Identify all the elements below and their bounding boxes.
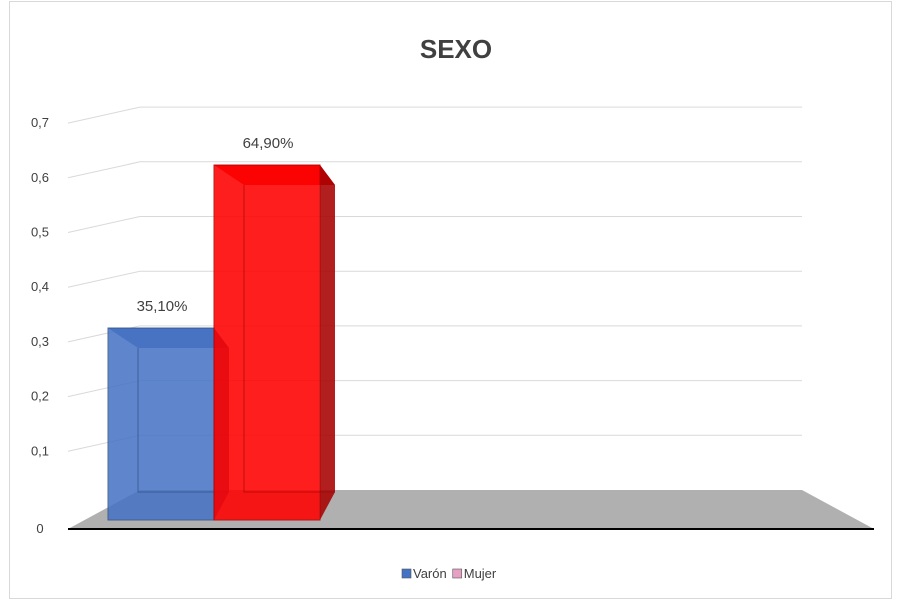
- y-tick-label: 0,6: [31, 170, 49, 185]
- bar-front-face: [107, 327, 215, 521]
- gridline-diagonal: [67, 270, 141, 288]
- bars: [107, 164, 335, 521]
- y-tick-label: 0,7: [31, 115, 49, 130]
- legend-swatch: [401, 568, 412, 579]
- legend-label: Varón: [413, 566, 447, 581]
- y-axis-ticks: 0 0,1 0,2 0,3 0,4 0,5 0,6 0,7: [31, 115, 49, 536]
- y-tick-label: 0: [36, 521, 43, 536]
- y-tick-label: 0,3: [31, 334, 49, 349]
- data-labels: 35,10% 64,90%: [137, 135, 294, 315]
- bar-front-face: [213, 164, 321, 521]
- bar-side-face: [320, 164, 335, 520]
- gridline-diagonal: [67, 106, 141, 124]
- data-label: 64,90%: [243, 135, 294, 152]
- bar-inner-edge: [137, 348, 229, 493]
- legend-swatch: [452, 568, 463, 579]
- bar-2: [213, 164, 335, 521]
- y-tick-label: 0,2: [31, 389, 49, 404]
- bar-1: [107, 327, 229, 521]
- legend-label: Mujer: [464, 566, 497, 581]
- legend-item: Mujer: [452, 566, 497, 581]
- chart-title: SEXO: [420, 34, 492, 64]
- y-tick-label: 0,5: [31, 225, 49, 240]
- bar-inner-edge: [243, 184, 335, 493]
- y-tick-label: 0,1: [31, 443, 49, 458]
- y-tick-label: 0,4: [31, 279, 49, 294]
- legend: Varón Mujer: [401, 566, 497, 581]
- data-label: 35,10%: [137, 298, 188, 315]
- gridline-diagonal: [67, 216, 141, 233]
- legend-item: Varón: [401, 566, 447, 581]
- gridline-diagonal: [67, 161, 141, 179]
